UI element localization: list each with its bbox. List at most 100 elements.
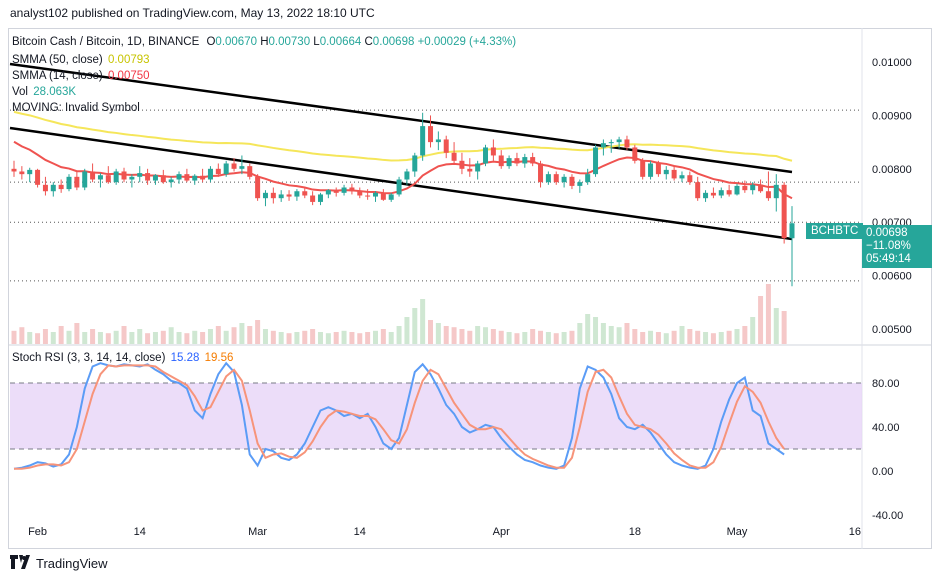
volume-bar <box>663 333 669 344</box>
candle-body <box>388 194 394 200</box>
candle-body <box>35 169 41 185</box>
footer-brand[interactable]: TradingView <box>10 555 108 572</box>
candle-body <box>223 163 229 175</box>
volume-bar <box>317 332 323 344</box>
volume-bar <box>569 330 575 344</box>
candle-body <box>718 190 724 196</box>
legend-high: 0.00730 <box>268 36 311 48</box>
candle-body <box>459 160 465 169</box>
candle-body <box>483 147 489 164</box>
legend-change: +0.00029 (+4.33%) <box>417 36 517 48</box>
candle-body <box>671 169 677 179</box>
volume-bar <box>750 317 756 344</box>
candle-body <box>262 192 268 199</box>
volume-bar <box>530 329 536 344</box>
candle-body <box>475 163 481 172</box>
volume-bar <box>443 326 449 344</box>
volume-bar <box>577 323 583 344</box>
candle-body <box>380 192 386 200</box>
price-change: −11.08% <box>866 240 911 252</box>
candle-body <box>663 169 669 175</box>
volume-bar <box>365 332 371 344</box>
legend-smma14: SMMA (14, close) 0.00750 <box>12 70 150 82</box>
legend-moving: MOVING: Invalid Symbol <box>12 102 140 114</box>
candle-body <box>341 187 347 193</box>
volume-bar <box>380 329 386 344</box>
candle-body <box>734 185 740 195</box>
candle-body <box>467 168 473 172</box>
candle-body <box>66 176 72 190</box>
volume-bar <box>781 311 787 344</box>
x-tick-label: Feb <box>28 526 47 538</box>
volume-bar <box>215 326 221 344</box>
volume-bar <box>428 320 434 344</box>
candle-body <box>184 174 190 181</box>
candle-body <box>113 171 119 183</box>
candle-body <box>357 191 363 196</box>
price-tick-label: 0.00800 <box>872 164 912 176</box>
volume-bar <box>333 332 339 344</box>
volume-bar <box>718 332 724 344</box>
candle-body <box>412 155 418 172</box>
volume-bar <box>152 332 158 344</box>
legend-smma50: SMMA (50, close) 0.00793 <box>12 54 150 66</box>
volume-bar <box>372 330 378 344</box>
volume-bar <box>90 329 96 344</box>
volume-bar <box>593 317 599 344</box>
volume-bar <box>325 333 331 344</box>
candle-body <box>593 147 599 175</box>
candle-body <box>50 184 56 192</box>
candle-body <box>42 184 48 192</box>
volume-bar <box>687 329 693 344</box>
candle-body <box>561 176 567 183</box>
candle-body <box>200 175 206 180</box>
volume-bar <box>703 332 709 344</box>
stoch-tick-label: 80.00 <box>872 378 900 390</box>
volume-bar <box>192 330 198 344</box>
x-tick-label: 14 <box>134 526 146 538</box>
volume-bar <box>734 329 740 344</box>
candle-body <box>231 163 237 169</box>
candle-body <box>758 184 764 192</box>
stoch-band <box>10 383 862 449</box>
candle-body <box>404 171 410 180</box>
stoch-d-line <box>14 364 785 470</box>
volume-bar <box>483 327 489 344</box>
smma50-line <box>13 110 793 162</box>
volume-bar <box>357 333 363 344</box>
candle-body <box>765 191 771 199</box>
volume-bar <box>66 330 72 344</box>
candle-body <box>443 139 449 153</box>
volume-bar <box>648 330 654 344</box>
volume-bar <box>404 317 410 344</box>
candle-body <box>538 163 544 183</box>
candle-body <box>11 168 17 172</box>
candle-body <box>333 190 339 193</box>
candle-body <box>160 175 166 183</box>
volume-bar <box>160 330 166 344</box>
candle-body <box>569 176 575 186</box>
candle-body <box>27 169 33 175</box>
volume-bar <box>207 329 213 344</box>
volume-bar <box>585 314 591 344</box>
candle-body <box>585 174 591 183</box>
candle-body <box>82 171 88 188</box>
volume-bar <box>773 308 779 344</box>
volume-bar <box>74 323 80 344</box>
candle-body <box>773 184 779 199</box>
candle-body <box>577 182 583 186</box>
x-tick-label: May <box>727 526 748 538</box>
volume-bar <box>200 332 206 344</box>
candle-body <box>789 223 795 239</box>
tradingview-logo-icon <box>10 555 30 572</box>
stoch-tick-label: 0.00 <box>872 466 893 478</box>
x-tick-label: Apr <box>493 526 510 538</box>
legend-stoch-rsi: Stoch RSI (3, 3, 14, 14, close) 15.28 19… <box>12 352 234 364</box>
volume-bar <box>168 327 174 344</box>
volume-bar <box>608 326 614 344</box>
candle-body <box>679 175 685 179</box>
volume-bar <box>538 330 544 344</box>
candle-body <box>19 171 25 175</box>
volume-bar <box>742 326 748 344</box>
